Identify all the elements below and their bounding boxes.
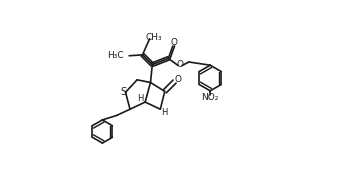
Text: CH₃: CH₃ <box>146 33 162 41</box>
Text: H: H <box>137 94 144 103</box>
Text: NO₂: NO₂ <box>201 93 219 102</box>
Text: O: O <box>175 75 182 84</box>
Text: S: S <box>121 87 127 97</box>
Text: H: H <box>161 108 167 117</box>
Text: O: O <box>170 38 177 47</box>
Text: H₃C: H₃C <box>107 51 124 60</box>
Text: O: O <box>176 60 183 69</box>
